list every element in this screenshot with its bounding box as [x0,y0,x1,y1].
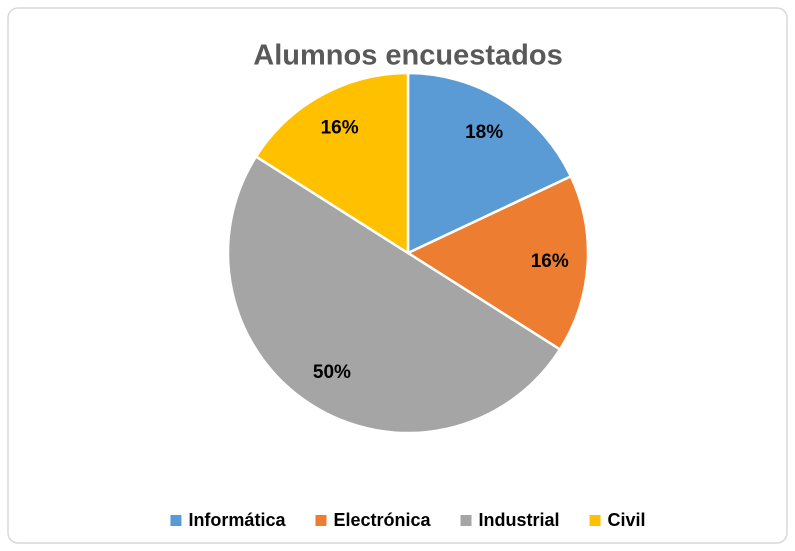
legend-swatch [460,515,472,526]
legend-label: Industrial [479,510,560,530]
legend-label: Informática [188,510,286,530]
legend-swatch [170,515,182,526]
legend-label: Electrónica [333,510,431,530]
pie-slice [226,154,562,435]
data-label: 16% [531,251,569,272]
pie-slice [406,71,573,255]
data-label: 16% [321,118,359,139]
data-label: 50% [313,362,351,383]
pie-slice [254,71,410,256]
data-label: 18% [465,122,503,143]
legend-label: Civil [608,510,646,530]
chart-title: Alumnos encuestados [253,40,562,72]
legend-swatch [315,515,327,526]
legend-swatch [589,515,601,526]
pie-slice [405,174,590,352]
